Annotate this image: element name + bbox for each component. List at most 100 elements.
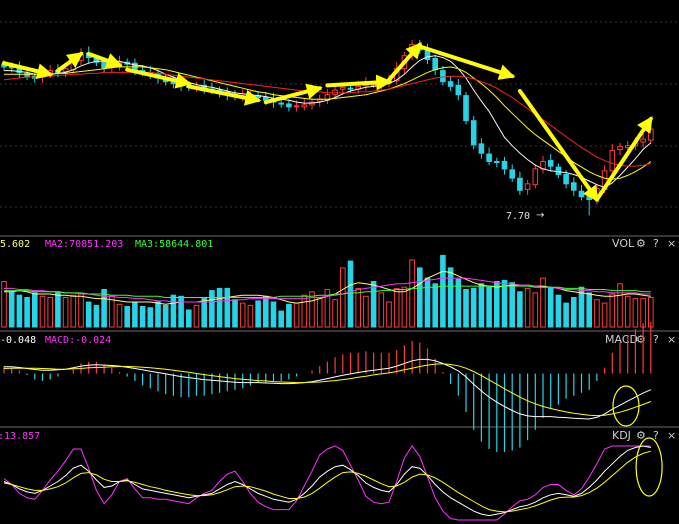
candle-body <box>286 103 292 108</box>
volume-bar <box>132 301 138 328</box>
volume-bar <box>16 294 23 328</box>
low-price-arrow: → <box>536 210 544 221</box>
trend-arrow <box>387 42 422 82</box>
candle-body <box>617 146 623 150</box>
volume-bar <box>455 278 462 328</box>
volume-bar <box>355 287 361 328</box>
volume-bar <box>209 290 215 328</box>
highlight-ellipses <box>612 385 663 497</box>
candle-body <box>301 104 308 108</box>
volume-bar <box>24 297 30 328</box>
macd-value-label: MACD:-0.024 <box>45 335 111 346</box>
vol-close-icon[interactable]: × <box>667 237 676 250</box>
volume-bar <box>70 294 77 328</box>
candle-body <box>494 161 500 163</box>
volume-bar <box>524 287 531 328</box>
volume-bar <box>378 292 385 328</box>
kdj-highlight-ellipse <box>635 437 663 497</box>
kdj-indicator-label[interactable]: KDJ <box>612 429 631 442</box>
candle-body <box>447 81 454 87</box>
volume-bar <box>93 304 100 328</box>
candle-body <box>486 153 492 163</box>
volume-bar <box>301 294 308 328</box>
vol-ma1-label: 5.602 <box>0 239 30 250</box>
macd-dif-label: -0.048 <box>0 335 36 346</box>
volume-bar <box>178 295 184 328</box>
volume-bar <box>78 293 84 328</box>
volume-bar <box>424 277 431 328</box>
volume-bar <box>586 292 593 328</box>
price-moving-averages <box>3 55 652 189</box>
volume-bar <box>239 302 246 328</box>
candle-body <box>509 169 515 179</box>
trend-arrow <box>325 74 393 91</box>
volume-bar <box>186 309 192 328</box>
volume-bar <box>409 259 415 328</box>
kdj-close-icon[interactable]: × <box>667 429 676 442</box>
macd-dea-line <box>3 363 651 417</box>
candle-body <box>578 190 585 198</box>
candle-body <box>571 182 577 191</box>
macd-indicator-label[interactable]: MACD <box>605 333 638 346</box>
volume-bar <box>8 291 15 328</box>
candle-body <box>463 95 469 122</box>
kdj-gear-icon[interactable]: ⚙ <box>636 429 646 442</box>
candle-body <box>532 168 539 186</box>
volume-bar <box>470 287 477 328</box>
volume-bar <box>216 287 223 328</box>
volume-bar <box>324 289 331 328</box>
volume-bar <box>393 287 400 328</box>
volume-bar <box>62 297 69 328</box>
volume-bar <box>501 279 508 328</box>
vol-ma3-label: MA3:58644.801 <box>135 239 213 250</box>
kdj-help-icon[interactable]: ? <box>653 429 659 442</box>
volume-bar <box>263 295 269 328</box>
volume-moving-averages <box>4 270 651 305</box>
volume-bar <box>293 302 300 328</box>
candle-body <box>62 68 69 72</box>
candle-body <box>455 84 462 96</box>
volume-bar <box>571 297 577 328</box>
volume-bars <box>1 254 654 328</box>
volume-bar <box>432 283 438 328</box>
trend-arrow <box>86 51 123 69</box>
ma-slow-line <box>3 71 651 167</box>
vol-gear-icon[interactable]: ⚙ <box>636 237 646 250</box>
candle-body <box>547 160 554 167</box>
macd-help-icon[interactable]: ? <box>653 333 659 346</box>
volume-bar <box>332 299 338 328</box>
kdj-j-line <box>3 445 651 521</box>
volume-bar <box>478 283 485 328</box>
volume-bar <box>563 302 569 328</box>
kdj-lines <box>3 445 651 521</box>
trend-arrows <box>2 42 653 203</box>
volume-bar <box>532 292 539 328</box>
candle-body <box>470 120 477 146</box>
volume-bar <box>139 306 146 328</box>
volume-bar <box>101 289 107 328</box>
vol-help-icon[interactable]: ? <box>653 237 659 250</box>
volume-bar <box>32 292 38 328</box>
candle-body <box>555 166 562 176</box>
volume-bar <box>1 281 7 328</box>
volume-bar <box>509 282 515 328</box>
vol-ma2-label: MA2:70851.203 <box>45 239 123 250</box>
trend-arrow <box>517 88 599 203</box>
volume-bar <box>640 298 646 328</box>
macd-close-icon[interactable]: × <box>667 333 676 346</box>
volume-bar <box>555 294 562 328</box>
volume-bar <box>363 295 369 328</box>
volume-bar <box>417 267 423 328</box>
volume-bar <box>617 283 623 328</box>
trend-arrow <box>2 61 54 80</box>
macd-gear-icon[interactable]: ⚙ <box>636 333 646 346</box>
low-price-label: 7.70 <box>506 211 530 222</box>
candle-body <box>624 145 631 149</box>
volume-bar <box>109 295 115 328</box>
candle-body <box>563 174 569 185</box>
kdj-d-line <box>3 450 651 513</box>
vol-indicator-label[interactable]: VOL <box>612 237 635 250</box>
volume-bar <box>193 304 200 328</box>
volume-bar <box>247 304 254 328</box>
